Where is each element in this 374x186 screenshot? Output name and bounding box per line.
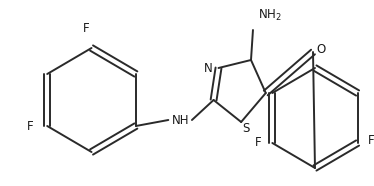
Text: F: F	[27, 119, 33, 132]
Text: F: F	[255, 137, 262, 150]
Text: F: F	[368, 134, 374, 147]
Text: NH: NH	[171, 113, 189, 126]
Text: NH$_2$: NH$_2$	[258, 8, 282, 23]
Text: O: O	[316, 42, 325, 55]
Text: N: N	[204, 62, 213, 75]
Text: S: S	[242, 123, 250, 135]
Text: F: F	[83, 22, 90, 35]
